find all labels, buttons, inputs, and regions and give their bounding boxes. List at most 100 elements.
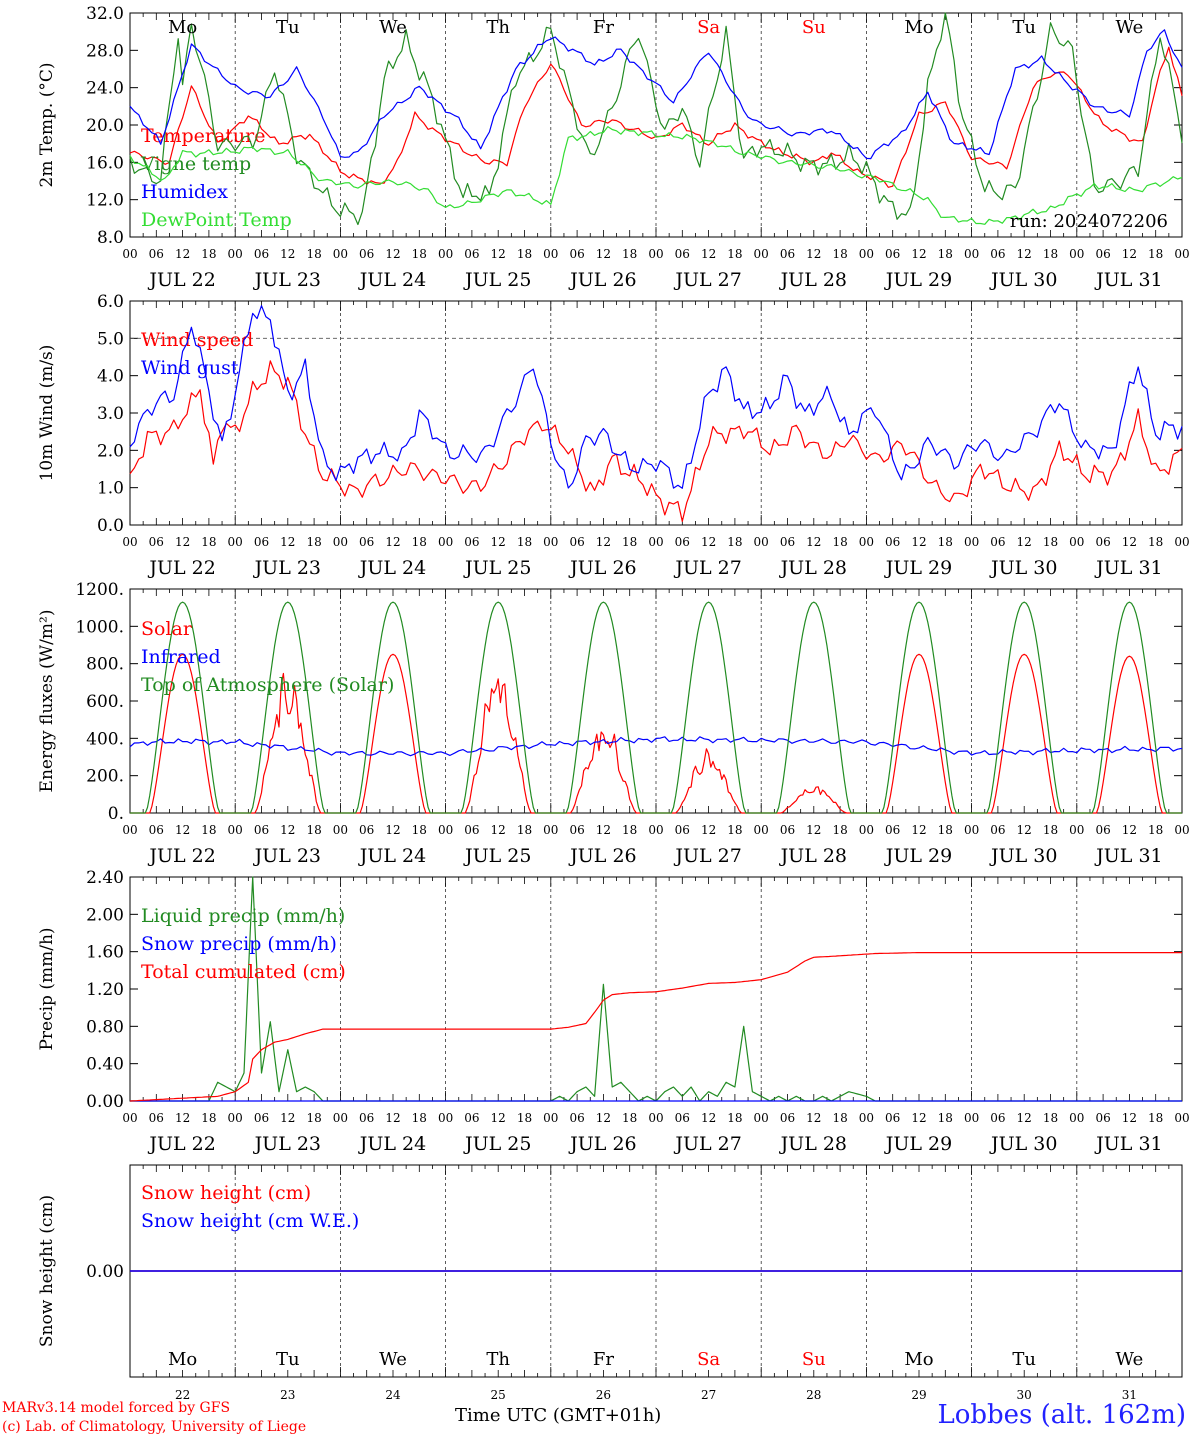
day-number-label: 28 [806,1388,821,1402]
legend-dewpoint-temp: DewPoint Temp [141,209,292,231]
x-hour-label: 12 [596,1111,611,1125]
x-hour-label: 00 [333,535,348,549]
x-hour-label: 00 [754,1111,769,1125]
x-date-label: JUL 25 [463,269,531,291]
x-hour-label: 12 [1017,823,1032,837]
x-date-label: JUL 24 [358,557,426,579]
series-wind-gust [129,305,1183,489]
x-date-label: JUL 23 [253,845,321,867]
day-number-label: 29 [911,1388,926,1402]
x-date-label: JUL 29 [884,557,952,579]
y-tick-label: 200. [86,767,124,787]
x-hour-label: 18 [832,1111,847,1125]
x-hour-label: 18 [306,823,321,837]
x-hour-label: 18 [517,535,532,549]
x-hour-label: 00 [1174,823,1189,837]
x-hour-label: 06 [675,823,690,837]
x-date-label: JUL 23 [253,557,321,579]
x-hour-label: 12 [280,1111,295,1125]
y-tick-label: 8.0 [97,228,124,248]
x-date-label: JUL 30 [989,557,1057,579]
x-hour-label: 12 [596,247,611,261]
x-hour-label: 12 [1017,535,1032,549]
x-hour-label: 12 [1017,247,1032,261]
y-tick-label: 12.0 [86,191,124,211]
x-hour-label: 00 [122,823,137,837]
run-label: run: 2024072206 [1010,211,1168,232]
x-hour-label: 18 [412,823,427,837]
x-hour-label: 06 [254,535,269,549]
y-tick-label: 0.00 [86,1262,124,1282]
x-hour-label: 00 [228,247,243,261]
x-hour-label: 06 [149,247,164,261]
panel-frame-1 [129,12,1183,238]
series-top-of-atmosphere-solar [130,601,1182,814]
station-name: Lobbes (alt. 162m) [937,1400,1186,1430]
x-hour-label: 06 [675,247,690,261]
x-date-label: JUL 27 [673,269,741,291]
x-hour-label: 06 [464,823,479,837]
x-hour-label: 00 [122,247,137,261]
x-hour-label: 12 [491,535,506,549]
x-hour-label: 00 [754,247,769,261]
x-hour-label: 00 [333,1111,348,1125]
day-name-label: Su [802,17,826,38]
x-date-label: JUL 22 [147,269,215,291]
x-hour-label: 12 [280,823,295,837]
y-tick-label: 1.60 [86,943,124,963]
y-tick-label: 2.40 [86,868,124,888]
x-date-label: JUL 23 [253,269,321,291]
x-date-label: JUL 30 [989,269,1057,291]
model-credits: MARv3.14 model forced by GFS (c) Lab. of… [2,1399,306,1437]
credit-line-1: MARv3.14 model forced by GFS [2,1400,231,1416]
y-tick-label: 6.0 [97,292,124,312]
legend-solar: Solar [141,618,193,640]
y-tick-label: 600. [86,692,124,712]
x-hour-label: 18 [727,1111,742,1125]
day-number-label: 25 [491,1388,506,1402]
x-hour-label: 06 [675,535,690,549]
x-hour-label: 06 [780,247,795,261]
x-date-label: JUL 26 [568,1133,636,1155]
x-hour-label: 18 [306,247,321,261]
y-tick-label: 20.0 [86,116,124,136]
x-hour-label: 00 [754,535,769,549]
x-hour-label: 06 [254,1111,269,1125]
x-hour-label: 18 [1043,247,1058,261]
x-date-label: JUL 27 [673,557,741,579]
legend-snow-height-cm-w-e: Snow height (cm W.E.) [141,1210,359,1232]
x-hour-label: 18 [1148,823,1163,837]
day-number-label: 23 [280,1388,295,1402]
x-hour-label: 00 [648,247,663,261]
y-axis-label: Energy fluxes (W/m²) [37,610,57,793]
x-hour-label: 00 [964,1111,979,1125]
legend-snow-height-cm: Snow height (cm) [141,1182,311,1204]
x-hour-label: 12 [596,823,611,837]
x-hour-label: 18 [1043,535,1058,549]
x-hour-label: 00 [648,1111,663,1125]
x-hour-label: 18 [412,247,427,261]
x-hour-label: 12 [491,823,506,837]
x-hour-label: 00 [754,823,769,837]
x-hour-label: 06 [569,535,584,549]
x-hour-label: 06 [464,1111,479,1125]
x-hour-label: 00 [438,1111,453,1125]
x-date-label: JUL 25 [463,845,531,867]
x-date-label: JUL 31 [1094,269,1162,291]
x-hour-label: 00 [1069,823,1084,837]
y-tick-label: 0.40 [86,1055,124,1075]
x-hour-label: 18 [412,1111,427,1125]
x-hour-label: 12 [1122,247,1137,261]
x-axis-title: Time UTC (GMT+01h) [455,1405,662,1426]
x-hour-label: 12 [280,247,295,261]
day-name-label: We [379,1349,407,1370]
x-hour-label: 18 [622,1111,637,1125]
x-hour-label: 06 [885,247,900,261]
x-hour-label: 18 [306,1111,321,1125]
y-tick-label: 2.0 [97,441,124,461]
x-hour-label: 06 [675,1111,690,1125]
x-hour-label: 18 [517,823,532,837]
x-date-label: JUL 28 [779,269,847,291]
x-hour-label: 06 [569,247,584,261]
